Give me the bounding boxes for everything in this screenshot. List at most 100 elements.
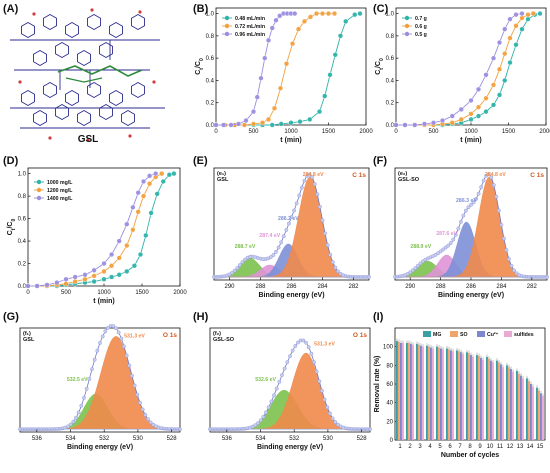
x-tick-label: 13 [517,444,524,450]
raw-data-point [268,255,273,260]
bar [518,373,520,440]
raw-data-point [504,248,509,252]
data-point [101,276,107,282]
data-point [91,273,97,279]
bar [406,342,408,440]
linker-bond [57,65,143,77]
legend-label: 0.5 g [415,32,427,38]
x-tick-label: 528 [167,436,178,442]
data-point [72,278,78,285]
legend-label: SO [460,332,468,338]
raw-data-point [293,344,298,348]
x-tick-label: 500 [428,129,439,135]
data-point [496,66,503,72]
raw-data-point [143,413,148,417]
bar [478,356,480,440]
raw-data-point [302,178,307,183]
fitted-peak [20,336,181,430]
data-point [402,122,408,128]
bar [500,364,502,440]
raw-data-point [328,252,333,257]
data-point [265,37,272,43]
ring-bond [99,41,113,59]
linker-bond [65,77,103,83]
raw-data-point [95,348,100,353]
peak-annotation: 532.5 eV [67,377,88,383]
raw-data-point [79,403,84,408]
sample-tag: (e₁) [217,171,226,177]
raw-data-point [408,270,413,275]
y-tick-label: 0.6 [386,56,395,62]
raw-data-point [290,348,295,353]
hetero-atom [32,12,36,16]
raw-data-point [458,219,463,224]
legend-marker [36,187,42,193]
y-tick-label: 100 [383,345,394,351]
data-point [258,75,264,81]
x-tick-label: 3 [418,444,422,450]
data-point [124,242,130,249]
data-point [254,94,260,100]
series-line [396,13,541,126]
data-point [483,72,489,78]
y-tick-label: 20 [386,419,393,425]
panel-label-b: (B) [193,3,209,15]
raw-data-point [146,417,150,422]
raw-data-point [232,268,237,273]
x-tick-label: 1500 [322,129,336,135]
x-axis-label: t (min) [460,137,481,144]
peak-annotation: 286.3 eV [456,198,477,204]
y-axis-label-part: /C [195,61,202,68]
x-tick-label: 2000 [539,129,550,135]
raw-data-point [269,399,274,404]
bar [520,375,522,440]
y-tick-label: 1.0 [18,172,27,178]
x-tick-label: 532 [99,436,110,442]
raw-data-point [297,193,302,198]
raw-data-point [456,226,461,231]
x-tick-label: 290 [224,284,235,290]
bar [398,342,400,440]
data-point [412,122,418,128]
raw-data-point [481,178,486,183]
data-point [289,41,296,47]
raw-data-point [106,325,110,330]
raw-data-point [281,234,286,239]
peak-annotation: 287.4 eV [259,233,280,239]
data-point [490,102,497,108]
x-tick-label: 1 [398,444,402,450]
bar [410,343,412,440]
chart-c-mass: 0 500 1000 1500 2000 0.0 0.2 0.4 0.6 0.8 1.0 t (min… [375,7,550,144]
bar [400,342,402,440]
plot-frame [209,327,371,433]
bar [536,387,538,440]
ring-bond [121,109,135,127]
y-tick-label: 0.8 [206,34,215,40]
bar [446,348,448,440]
raw-data-point [336,422,340,427]
x-tick-label: 0 [26,290,30,296]
raw-data-point [491,183,496,188]
legend-swatch [423,331,431,337]
hetero-atom [86,138,90,142]
data-point [34,283,40,289]
data-point [337,33,344,39]
x-tick-label: 2000 [359,129,373,135]
x-tick-label: 534 [256,436,267,442]
raw-data-point [317,379,322,384]
bar [408,342,410,440]
raw-data-point [280,373,284,378]
x-tick-label: 1000 [97,290,111,296]
x-tick-label: 1000 [464,129,478,135]
hetero-atom [152,80,156,84]
hetero-atom [90,8,94,12]
bar [418,344,420,440]
raw-data-point [130,373,134,378]
raw-data-point [474,197,478,201]
y-tick-label: 80 [386,363,393,369]
raw-data-point [315,192,320,197]
ring-bond [65,21,79,39]
data-point [228,122,234,128]
data-point [343,18,349,24]
panel-a-structure: (A) GSL [3,3,165,145]
